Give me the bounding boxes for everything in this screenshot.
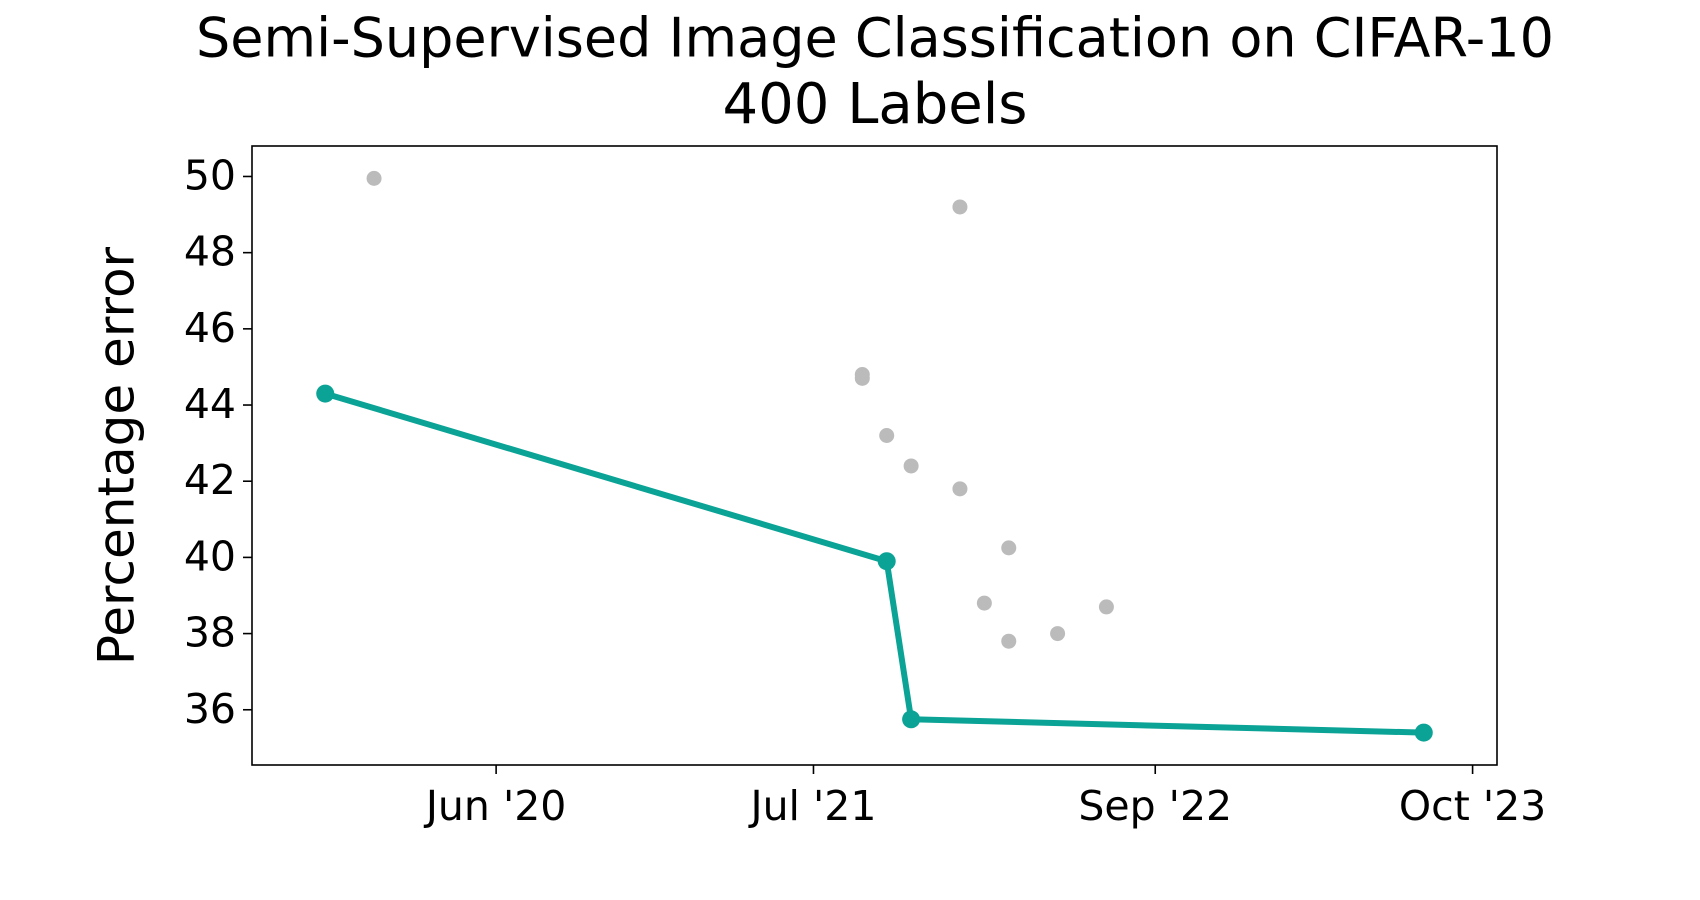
- point: [902, 710, 921, 729]
- x-tick-label: Oct '23: [1399, 782, 1546, 830]
- y-tick-label: 48: [184, 228, 236, 276]
- point: [1098, 599, 1114, 615]
- point: [1001, 540, 1017, 556]
- x-tick-label: Jul '21: [747, 782, 876, 830]
- point: [877, 552, 896, 571]
- point: [1001, 633, 1017, 649]
- point: [976, 595, 992, 611]
- y-tick-label: 50: [184, 151, 236, 199]
- y-tick-label: 42: [184, 456, 236, 504]
- y-tick-label: 44: [184, 380, 236, 428]
- point: [1050, 626, 1066, 642]
- point: [366, 170, 382, 186]
- point: [903, 458, 919, 474]
- point: [854, 370, 870, 386]
- plot-frame: [251, 145, 1498, 766]
- y-tick-label: 40: [184, 532, 236, 580]
- y-tick-label: 38: [184, 609, 236, 657]
- y-axis-label: Percentage error: [88, 246, 146, 665]
- chart-subtitle: 400 Labels: [723, 72, 1028, 137]
- y-tick-label: 36: [184, 685, 236, 733]
- point: [952, 199, 968, 215]
- point: [316, 384, 335, 403]
- x-tick-label: Sep '22: [1078, 782, 1232, 830]
- y-tick-label: 46: [184, 304, 236, 352]
- point: [1414, 723, 1433, 742]
- point: [952, 481, 968, 497]
- x-tick-label: Jun '20: [423, 782, 567, 830]
- series-line: [324, 390, 1424, 736]
- chart-title: Semi-Supervised Image Classification on …: [196, 7, 1554, 70]
- point: [879, 428, 895, 444]
